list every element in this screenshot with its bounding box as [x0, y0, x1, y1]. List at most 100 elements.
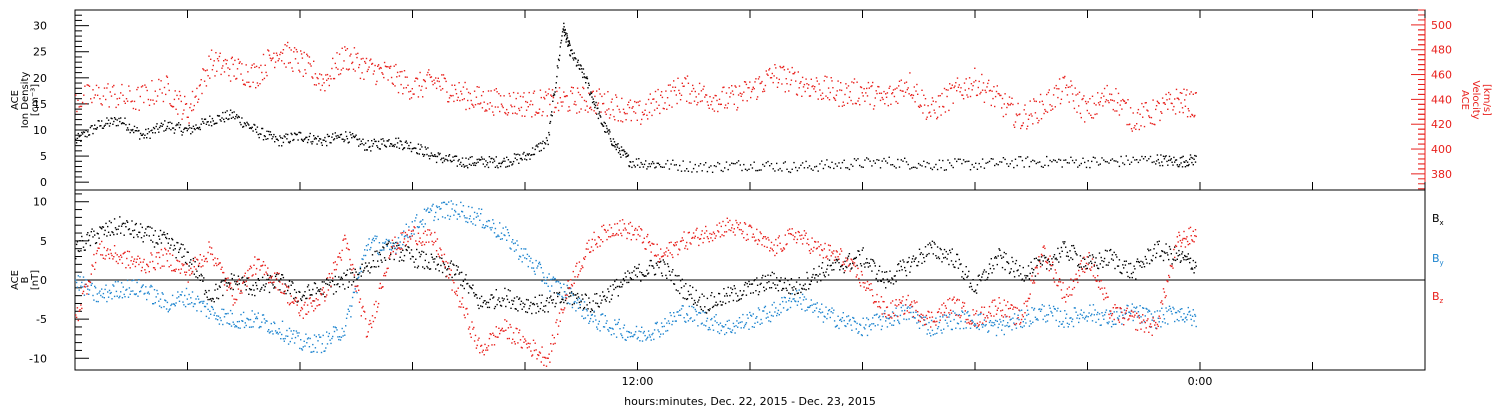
- velocity-point: [785, 91, 786, 92]
- velocity-point: [1139, 114, 1140, 115]
- b-bx-point: [269, 292, 270, 293]
- density-point: [1048, 165, 1049, 166]
- density-point: [1143, 158, 1144, 159]
- density-point: [514, 153, 515, 154]
- b-bx-point: [696, 305, 697, 306]
- velocity-point: [119, 98, 120, 99]
- b-by-point: [201, 311, 202, 312]
- density-point: [156, 123, 157, 124]
- b-bx-point: [76, 244, 77, 245]
- b-by-point: [497, 235, 498, 236]
- b-bx-point: [371, 266, 372, 267]
- velocity-point: [1133, 127, 1134, 128]
- velocity-point: [214, 75, 215, 76]
- b-by-point: [606, 320, 607, 321]
- b-bx-point: [432, 257, 433, 258]
- density-point: [1185, 166, 1186, 167]
- b-bx-point: [506, 295, 507, 296]
- b-bx-point: [355, 271, 356, 272]
- density-point: [600, 116, 601, 117]
- velocity-point: [1045, 111, 1046, 112]
- b-bx-point: [98, 233, 99, 234]
- velocity-point: [280, 52, 281, 53]
- density-point: [613, 138, 614, 139]
- velocity-point: [584, 100, 585, 101]
- b-bx-point: [885, 287, 886, 288]
- density-point: [1062, 166, 1063, 167]
- b-bx-point: [967, 276, 968, 277]
- b-bx-point: [702, 294, 703, 295]
- density-point: [577, 62, 578, 63]
- velocity-point: [312, 77, 313, 78]
- b-by-point: [88, 294, 89, 295]
- velocity-point: [704, 96, 705, 97]
- b-bx-point: [1023, 267, 1024, 268]
- b-bx-point: [486, 302, 487, 303]
- density-point: [703, 164, 704, 165]
- density-point: [934, 167, 935, 168]
- density-point: [158, 132, 159, 133]
- density-point: [1013, 167, 1014, 168]
- b-by-point: [1081, 315, 1082, 316]
- b-by-point: [525, 248, 526, 249]
- velocity-point: [414, 81, 415, 82]
- velocity-point: [295, 58, 296, 59]
- b-by-point: [668, 320, 669, 321]
- density-point: [1138, 162, 1139, 163]
- velocity-point: [1097, 92, 1098, 93]
- b-bx-point: [735, 293, 736, 294]
- b-bx-point: [159, 239, 160, 240]
- b-by-point: [758, 307, 759, 308]
- velocity-point: [875, 97, 876, 98]
- density-point: [515, 158, 516, 159]
- density-point: [570, 55, 571, 56]
- b-by-point: [331, 338, 332, 339]
- b-by-point: [297, 335, 298, 336]
- b-bx-point: [887, 279, 888, 280]
- b-by-point: [579, 298, 580, 299]
- b-bx-point: [474, 295, 475, 296]
- b-by-point: [1091, 314, 1092, 315]
- b-bx-point: [299, 292, 300, 293]
- b-by-point: [386, 239, 387, 240]
- density-point: [563, 29, 564, 30]
- b-bx-point: [101, 228, 102, 229]
- density-point: [168, 122, 169, 123]
- velocity-point: [290, 62, 291, 63]
- density-point: [381, 139, 382, 140]
- density-point: [681, 171, 682, 172]
- density-point: [1044, 165, 1045, 166]
- density-point: [901, 159, 902, 160]
- b-by-point: [1070, 317, 1071, 318]
- b-bx-point: [582, 298, 583, 299]
- density-point: [426, 148, 427, 149]
- b-by-point: [812, 312, 813, 313]
- density-point: [516, 159, 517, 160]
- b-bx-point: [504, 288, 505, 289]
- velocity-point: [233, 64, 234, 65]
- b-bx-point: [893, 283, 894, 284]
- velocity-point: [206, 85, 207, 86]
- b-bx-point: [93, 231, 94, 232]
- b-bx-point: [193, 258, 194, 259]
- velocity-point: [574, 104, 575, 105]
- b-by-point: [414, 220, 415, 221]
- density-point: [256, 132, 257, 133]
- b-by-point: [293, 330, 294, 331]
- velocity-point: [966, 94, 967, 95]
- density-point: [1091, 161, 1092, 162]
- density-point: [646, 168, 647, 169]
- b-bx-point: [523, 306, 524, 307]
- velocity-point: [271, 60, 272, 61]
- b-by-point: [621, 335, 622, 336]
- b-bx-point: [378, 266, 379, 267]
- b-by-point: [336, 327, 337, 328]
- velocity-point: [876, 90, 877, 91]
- b-by-point: [671, 324, 672, 325]
- b-by-point: [284, 338, 285, 339]
- b-by-point: [1063, 327, 1064, 328]
- b-by-point: [872, 317, 873, 318]
- density-point: [1127, 160, 1128, 161]
- density-point: [1160, 154, 1161, 155]
